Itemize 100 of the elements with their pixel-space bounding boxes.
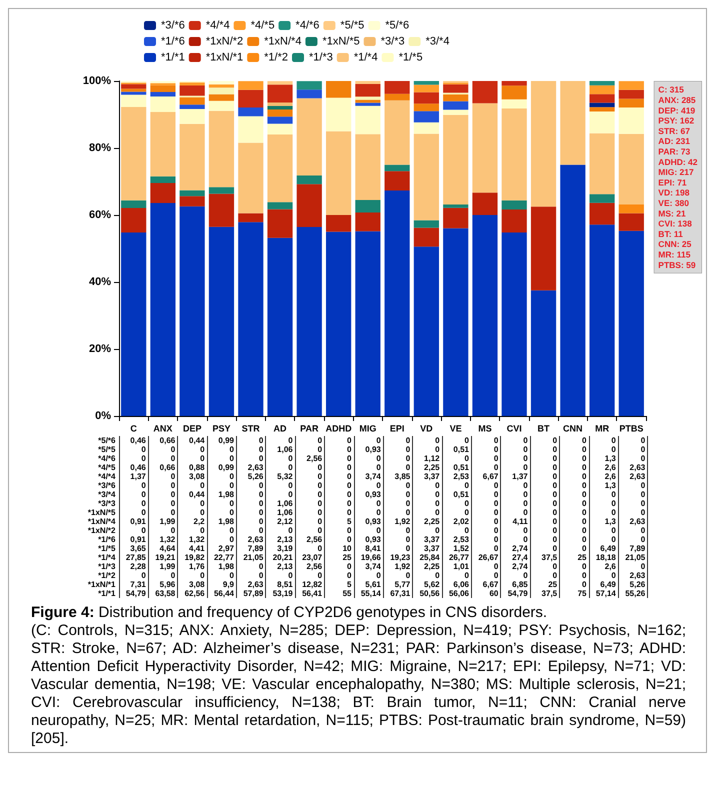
bar — [589, 102, 615, 108]
data-label: 0 — [589, 535, 618, 544]
data-label: 0 — [383, 571, 413, 580]
data-label: 1,52 — [442, 544, 472, 553]
data-label: 0 — [500, 535, 530, 544]
data-label: 26,67 — [472, 553, 501, 562]
data-label: 2,53 — [442, 472, 472, 481]
data-label: 0 — [530, 517, 560, 526]
data-label: 1,37 — [119, 472, 148, 481]
data-label: 0 — [618, 481, 648, 490]
data-label: 0 — [560, 490, 589, 499]
data-label: 0 — [560, 535, 589, 544]
data-label: 0 — [383, 526, 413, 535]
legend-label: *1/*2 — [264, 52, 288, 64]
x-tick-label: PSY — [212, 424, 230, 434]
x-tick-label: DEP — [182, 424, 202, 434]
data-label: 0 — [383, 508, 413, 517]
data-label: 0 — [236, 445, 266, 454]
data-label: 0 — [530, 490, 560, 499]
data-label: 0,51 — [442, 445, 472, 454]
data-label: 0 — [354, 463, 384, 472]
legend-label: *1xN/*2 — [206, 36, 244, 48]
data-label: 2,6 — [589, 472, 618, 481]
text: C: 315 ANX: 285 DEP: 419 PSY: 162 STR: 67 AD: 231 PAR: 73 ADHD: 42 MIG: 217 EPI: 71 VD: 198 VE: 380 MS: 21 CVI: 138 BT: 11 CNN: 25 MR: 115 PTBS: 59 — [658, 84, 698, 270]
data-label: 5,32 — [266, 472, 296, 481]
data-label: 18,18 — [589, 553, 618, 562]
data-label: 0,44 — [178, 490, 208, 499]
data-label: 3,37 — [412, 544, 442, 553]
bar — [208, 187, 234, 194]
data-label: 0 — [354, 481, 384, 490]
data-label: 19,21 — [148, 553, 178, 562]
data-label: 8,41 — [354, 544, 384, 553]
data-label: 5 — [324, 517, 354, 526]
data-label: 0 — [236, 517, 266, 526]
bar — [121, 84, 146, 89]
data-label: 54,79 — [500, 589, 530, 598]
data-label: 2,02 — [442, 517, 472, 526]
bar — [238, 142, 264, 214]
bar — [443, 101, 468, 110]
data-label: 6,67 — [472, 472, 501, 481]
data-label: 0 — [207, 454, 236, 463]
bar — [472, 215, 498, 416]
bar — [384, 164, 410, 172]
data-label: 0 — [324, 508, 354, 517]
data-label: 1,06 — [266, 508, 296, 517]
text: *1xN/*1 — [88, 580, 116, 589]
data-label: 0 — [354, 526, 384, 535]
bar — [618, 204, 644, 214]
data-label: 55,26 — [618, 589, 648, 598]
bar — [414, 81, 440, 85]
y-tick-label: 80% — [88, 142, 112, 154]
data-label: 0 — [472, 445, 501, 454]
x-tick-label: AD — [274, 424, 288, 434]
data-label: 0 — [472, 454, 501, 463]
x-tick-label: BT — [538, 424, 550, 434]
data-label: 5,77 — [383, 580, 413, 589]
data-label: 0 — [472, 562, 501, 571]
data-label: 5,62 — [412, 580, 442, 589]
data-label: 3,08 — [178, 580, 208, 589]
bar — [238, 90, 264, 108]
bar — [502, 210, 527, 232]
bar — [355, 96, 380, 100]
bar — [296, 184, 322, 228]
bar — [150, 112, 176, 176]
data-label: 2,25 — [412, 463, 442, 472]
bar — [589, 81, 615, 86]
data-label: 2,13 — [266, 562, 296, 571]
data-label: 0 — [266, 436, 296, 445]
bar — [502, 86, 527, 100]
data-label: 0,51 — [442, 490, 472, 499]
bar — [267, 81, 293, 85]
bar — [530, 290, 556, 416]
text: *1/*3 — [98, 562, 116, 571]
bar — [238, 213, 264, 222]
data-label: 9,9 — [207, 580, 236, 589]
data-label: 0 — [530, 472, 560, 481]
data-label: 0 — [207, 508, 236, 517]
data-label: 0 — [354, 499, 384, 508]
data-label: 0 — [295, 472, 325, 481]
x-tick-label: MIG — [359, 424, 376, 434]
data-label: 0 — [589, 571, 618, 580]
text: Figure 4: Distribution and frequency of CYP2D6 genotypes in CNS disorders. — [31, 604, 548, 622]
data-label: 3,37 — [412, 535, 442, 544]
data-label: 0 — [560, 508, 589, 517]
data-label: 0 — [324, 571, 354, 580]
data-label: 0,93 — [354, 445, 384, 454]
data-label: 20,21 — [266, 553, 296, 562]
data-label: 0 — [442, 481, 472, 490]
data-label: 2,25 — [412, 517, 442, 526]
bar — [414, 111, 440, 122]
bar — [208, 94, 234, 101]
legend-label: *3/*6 — [161, 20, 185, 32]
bar — [355, 106, 380, 134]
data-label: 0 — [295, 499, 325, 508]
data-label: 0 — [442, 436, 472, 445]
bar — [326, 81, 352, 98]
data-label: 0 — [119, 508, 148, 517]
data-label: 0 — [295, 481, 325, 490]
data-label: 0,66 — [148, 463, 178, 472]
data-label: 0,44 — [178, 436, 208, 445]
